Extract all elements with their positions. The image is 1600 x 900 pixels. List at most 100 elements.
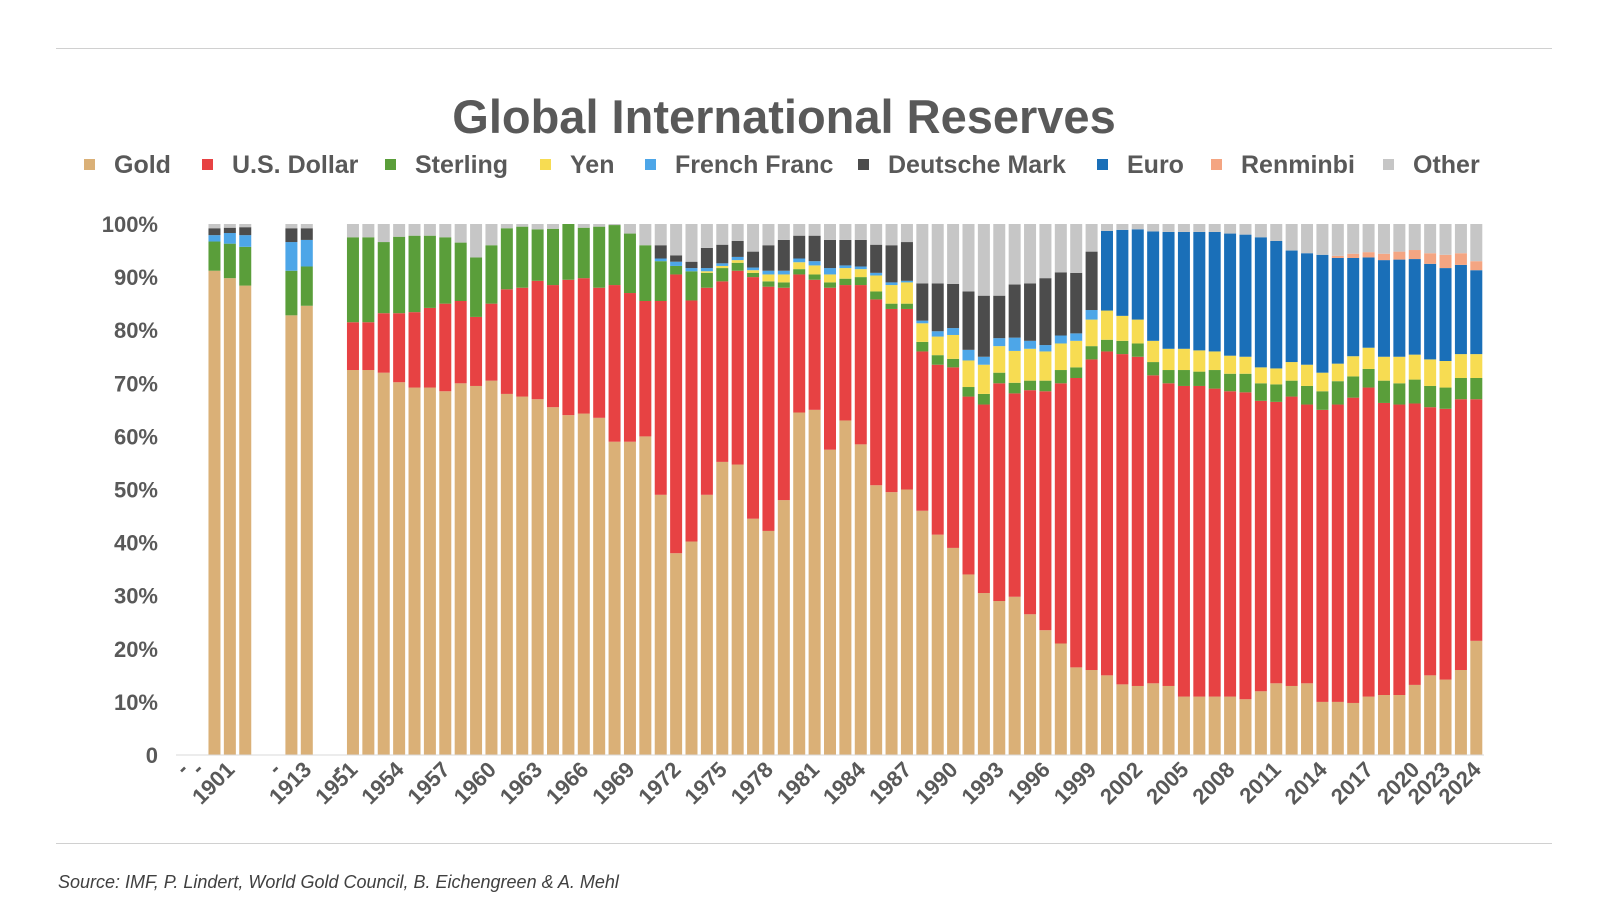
bar-segment-other <box>716 224 729 245</box>
bar-stack-1993 <box>993 224 1006 755</box>
bar-segment-yen <box>1039 351 1052 381</box>
bar-segment-gold <box>300 305 313 755</box>
bar-segment-u-s-dollar <box>900 308 913 490</box>
bar-segment-other <box>1470 224 1483 262</box>
bar-segment-gold <box>1039 630 1052 755</box>
bar-segment-gold <box>1024 614 1037 755</box>
bar-segment-gold <box>1331 701 1344 755</box>
bar-segment-other <box>454 224 467 243</box>
bar-segment-yen <box>700 271 713 273</box>
legend-label: French Franc <box>675 151 833 179</box>
bar-segment-other <box>947 224 960 284</box>
bar-segment-yen <box>854 269 867 278</box>
bar-segment-yen <box>977 364 990 394</box>
bar-stack-2004 <box>1162 224 1175 755</box>
bar-segment-yen <box>1454 354 1467 378</box>
bar-segment-gold <box>824 449 836 755</box>
x-tick-label: 1960 <box>449 757 501 809</box>
bar-segment-sterling <box>839 278 852 286</box>
bar-segment-yen <box>1285 362 1298 381</box>
bar-segment-u-s-dollar <box>1285 396 1298 686</box>
bar-segment-sterling <box>1454 377 1467 400</box>
bar-segment-gold <box>1362 696 1375 755</box>
bar-segment-deutsche-mark <box>285 228 298 243</box>
bar-segment-euro <box>1393 259 1406 357</box>
y-tick-label: 90% <box>114 265 158 290</box>
bar-segment-yen <box>947 334 960 359</box>
bar-segment-other <box>239 224 252 228</box>
bar-segment-sterling <box>1208 370 1221 389</box>
bar-segment-u-s-dollar <box>808 279 821 410</box>
bar-segment-other <box>1393 224 1406 252</box>
bar-segment-u-s-dollar <box>793 274 806 413</box>
bar-segment-u-s-dollar <box>1316 409 1329 702</box>
bar-stack-2008 <box>1224 224 1237 755</box>
bar-stack-1997 <box>1054 224 1067 755</box>
bar-segment-gold <box>947 547 960 755</box>
bar-segment-yen <box>1008 350 1021 383</box>
bar-segment-sterling <box>854 277 867 286</box>
bar-segment-sterling <box>824 282 836 288</box>
bar-stack-1965 <box>562 224 575 755</box>
x-tick-label: 1969 <box>587 757 639 809</box>
bar-segment-gold <box>1301 683 1314 755</box>
bar-segment-sterling <box>1193 371 1206 386</box>
bar-segment-sterling <box>1085 346 1098 360</box>
bar-segment-gold <box>1131 685 1144 755</box>
bar-segment-other <box>808 224 821 236</box>
bar-segment-other <box>1085 224 1098 252</box>
bar-segment-gold <box>1116 684 1129 755</box>
bar-segment-sterling <box>1408 379 1421 404</box>
bar-segment-u-s-dollar <box>346 322 359 371</box>
bar-segment-gold <box>485 380 498 755</box>
bar-segment-deutsche-mark <box>1039 278 1052 346</box>
bar-segment-deutsche-mark <box>654 245 667 259</box>
bar-segment-sterling <box>731 262 744 271</box>
bar-segment-yen <box>916 323 929 342</box>
bar-segment-other <box>1331 224 1344 256</box>
bar-segment-sterling <box>1347 376 1360 398</box>
bar-segment-other <box>285 224 298 229</box>
legend-swatch-other <box>1383 159 1394 170</box>
bar-segment-u-s-dollar <box>1070 377 1083 668</box>
bar-segment-sterling <box>931 355 944 365</box>
bar-segment-u-s-dollar <box>977 404 990 594</box>
bar-segment-sterling <box>208 241 221 271</box>
bar-segment-gold <box>1177 696 1190 755</box>
bar-segment-french-franc <box>839 265 852 269</box>
bar-segment-french-franc <box>916 320 929 324</box>
bar-segment-euro <box>1408 259 1421 355</box>
legend-swatch-sterling <box>385 159 396 170</box>
bar-segment-french-franc <box>900 280 913 283</box>
bar-segment-yen <box>1100 310 1113 340</box>
bar-segment-other <box>731 224 744 241</box>
x-tick-label: 2017 <box>1326 757 1378 809</box>
bar-segment-sterling <box>1362 368 1375 388</box>
bar-segment-french-franc <box>285 242 298 271</box>
bar-segment-gold <box>1254 691 1267 755</box>
bar-stack-1977 <box>747 224 760 755</box>
bar-segment-gold <box>1439 679 1452 755</box>
bar-segment-gold <box>500 393 513 755</box>
bar-segment-yen <box>1377 356 1390 381</box>
bar-stack-2013 <box>1301 224 1314 755</box>
bar-segment-sterling <box>516 226 529 288</box>
bar-segment-deutsche-mark <box>870 244 883 273</box>
bar-segment-french-franc <box>885 282 898 286</box>
bar-segment-sterling <box>1316 391 1329 410</box>
bar-stack-2017 <box>1362 224 1375 755</box>
bar-segment-other <box>824 224 836 240</box>
bar-segment-yen <box>1054 343 1067 371</box>
bar-stack-1966 <box>577 224 590 755</box>
x-tick-label: 1951 <box>310 757 362 809</box>
bar-stack-2020 <box>1408 224 1421 755</box>
bar-segment-gold <box>1100 675 1113 755</box>
x-tick-label: 2014 <box>1280 756 1333 809</box>
bar-segment-french-franc <box>1085 310 1098 320</box>
bar-segment-sterling <box>993 372 1006 384</box>
bar-segment-french-franc <box>1039 345 1052 352</box>
bar-segment-euro <box>1193 231 1206 351</box>
bar-segment-sterling <box>1024 380 1037 391</box>
bar-segment-other <box>439 224 452 238</box>
bar-segment-euro <box>1254 237 1267 368</box>
